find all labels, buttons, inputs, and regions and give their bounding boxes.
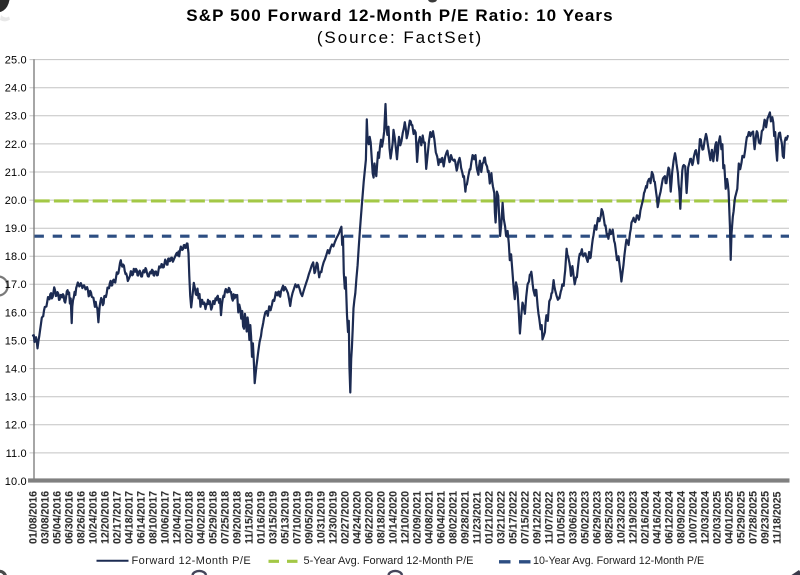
svg-text:13.0: 13.0 bbox=[5, 392, 27, 404]
svg-text:04/18/2017: 04/18/2017 bbox=[124, 491, 136, 544]
svg-text:10/24/2016: 10/24/2016 bbox=[88, 491, 100, 544]
svg-text:15.0: 15.0 bbox=[5, 335, 27, 347]
svg-text:06/12/2024: 06/12/2024 bbox=[664, 491, 676, 544]
svg-text:04/16/2024: 04/16/2024 bbox=[652, 491, 664, 544]
svg-text:07/15/2022: 07/15/2022 bbox=[520, 491, 532, 544]
svg-text:11.0: 11.0 bbox=[6, 448, 27, 460]
svg-text:04/08/2021: 04/08/2021 bbox=[424, 491, 436, 544]
svg-text:02/16/2024: 02/16/2024 bbox=[640, 491, 652, 544]
svg-text:01/08/2016: 01/08/2016 bbox=[28, 491, 40, 544]
svg-text:12/03/2024: 12/03/2024 bbox=[700, 491, 712, 544]
svg-text:24.0: 24.0 bbox=[5, 83, 27, 95]
svg-text:03/15/2019: 03/15/2019 bbox=[268, 491, 280, 544]
svg-text:11/18/2025: 11/18/2025 bbox=[772, 491, 784, 544]
svg-text:02/03/2025: 02/03/2025 bbox=[712, 491, 724, 544]
svg-text:12/04/2017: 12/04/2017 bbox=[172, 491, 184, 544]
svg-text:07/25/2018: 07/25/2018 bbox=[220, 491, 232, 544]
svg-text:10.0: 10.0 bbox=[5, 476, 27, 488]
svg-text:02/17/2017: 02/17/2017 bbox=[112, 491, 124, 544]
svg-text:10/06/2017: 10/06/2017 bbox=[160, 491, 172, 544]
svg-text:05/17/2022: 05/17/2022 bbox=[508, 491, 520, 544]
svg-text:12/20/2016: 12/20/2016 bbox=[100, 491, 112, 544]
svg-text:09/23/2025: 09/23/2025 bbox=[760, 491, 772, 544]
svg-text:23.0: 23.0 bbox=[5, 111, 27, 123]
svg-text:08/26/2016: 08/26/2016 bbox=[76, 491, 88, 544]
svg-text:11/15/2018: 11/15/2018 bbox=[244, 491, 256, 544]
svg-text:01/21/2022: 01/21/2022 bbox=[484, 491, 496, 544]
svg-text:08/10/2017: 08/10/2017 bbox=[148, 491, 160, 544]
svg-text:18.0: 18.0 bbox=[5, 251, 27, 263]
svg-text:05/29/2025: 05/29/2025 bbox=[736, 491, 748, 544]
svg-text:06/30/2016: 06/30/2016 bbox=[64, 491, 76, 544]
svg-text:03/21/2022: 03/21/2022 bbox=[496, 491, 508, 544]
svg-text:08/09/2024: 08/09/2024 bbox=[676, 491, 688, 544]
svg-text:16.0: 16.0 bbox=[5, 307, 27, 319]
svg-text:11/07/2022: 11/07/2022 bbox=[544, 491, 556, 544]
svg-text:10/07/2024: 10/07/2024 bbox=[688, 491, 700, 544]
svg-text:22.0: 22.0 bbox=[5, 139, 27, 151]
svg-text:10-Year Avg. Forward 12-Month: 10-Year Avg. Forward 12-Month P/E bbox=[533, 555, 704, 567]
svg-text:05/04/2016: 05/04/2016 bbox=[52, 491, 64, 544]
svg-text:12/10/2020: 12/10/2020 bbox=[400, 491, 412, 544]
svg-text:10/14/2020: 10/14/2020 bbox=[388, 491, 400, 544]
svg-text:09/12/2022: 09/12/2022 bbox=[532, 491, 544, 544]
svg-text:09/28/2021: 09/28/2021 bbox=[460, 491, 472, 544]
svg-text:04/24/2020: 04/24/2020 bbox=[352, 491, 364, 544]
svg-text:08/18/2020: 08/18/2020 bbox=[376, 491, 388, 544]
svg-text:20.0: 20.0 bbox=[5, 195, 27, 207]
svg-text:25.0: 25.0 bbox=[5, 55, 27, 67]
svg-text:02/01/2018: 02/01/2018 bbox=[184, 491, 196, 544]
svg-text:12/30/2019: 12/30/2019 bbox=[328, 491, 340, 544]
svg-text:5-Year Avg. Forward 12-Month P: 5-Year Avg. Forward 12-Month P/E bbox=[304, 555, 474, 567]
svg-text:11/23/2021: 11/23/2021 bbox=[472, 491, 484, 544]
svg-text:10/31/2019: 10/31/2019 bbox=[316, 491, 328, 544]
svg-text:19.0: 19.0 bbox=[5, 223, 27, 235]
svg-text:03/08/2016: 03/08/2016 bbox=[40, 491, 52, 544]
svg-text:12.0: 12.0 bbox=[5, 420, 27, 432]
svg-text:05/02/2023: 05/02/2023 bbox=[580, 491, 592, 544]
svg-text:02/27/2020: 02/27/2020 bbox=[340, 491, 352, 544]
svg-text:S&P 500 Forward 12-Month P/E R: S&P 500 Forward 12-Month P/E Ratio: 10 Y… bbox=[186, 6, 614, 25]
svg-text:08/02/2021: 08/02/2021 bbox=[448, 491, 460, 544]
svg-text:01/16/2019: 01/16/2019 bbox=[256, 491, 268, 544]
svg-text:17.0: 17.0 bbox=[5, 279, 27, 291]
svg-text:05/29/2018: 05/29/2018 bbox=[208, 491, 220, 544]
svg-text:06/14/2017: 06/14/2017 bbox=[136, 491, 148, 544]
svg-text:09/05/2019: 09/05/2019 bbox=[304, 491, 316, 544]
svg-text:03/06/2023: 03/06/2023 bbox=[568, 491, 580, 544]
svg-text:04/01/2025: 04/01/2025 bbox=[724, 491, 736, 544]
svg-text:21.0: 21.0 bbox=[5, 167, 27, 179]
svg-text:01/05/2023: 01/05/2023 bbox=[556, 491, 568, 544]
svg-text:14.0: 14.0 bbox=[5, 364, 27, 376]
svg-text:06/22/2020: 06/22/2020 bbox=[364, 491, 376, 544]
svg-text:10/23/2023: 10/23/2023 bbox=[616, 491, 628, 544]
svg-text:Forward 12-Month P/E: Forward 12-Month P/E bbox=[132, 555, 252, 567]
svg-text:07/10/2019: 07/10/2019 bbox=[292, 491, 304, 544]
svg-text:08/25/2023: 08/25/2023 bbox=[604, 491, 616, 544]
svg-text:06/04/2021: 06/04/2021 bbox=[436, 491, 448, 544]
svg-text:04/02/2018: 04/02/2018 bbox=[196, 491, 208, 544]
svg-text:(Source: FactSet): (Source: FactSet) bbox=[317, 28, 483, 47]
svg-text:05/13/2019: 05/13/2019 bbox=[280, 491, 292, 544]
svg-text:09/20/2018: 09/20/2018 bbox=[232, 491, 244, 544]
svg-text:02/09/2021: 02/09/2021 bbox=[412, 491, 424, 544]
svg-text:07/28/2025: 07/28/2025 bbox=[748, 491, 760, 544]
svg-text:12/19/2023: 12/19/2023 bbox=[628, 491, 640, 544]
svg-text:06/29/2023: 06/29/2023 bbox=[592, 491, 604, 544]
